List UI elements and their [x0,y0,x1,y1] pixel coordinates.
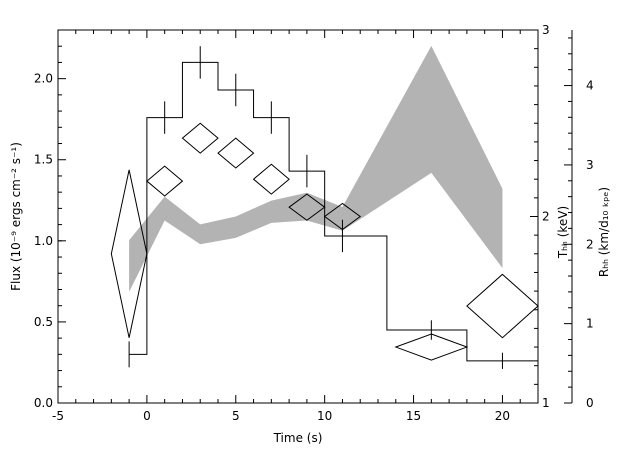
y-tick-label: 0.5 [34,315,53,329]
y-tick-label: 1.5 [34,153,53,167]
temperature-axis: 1 2 3 [530,23,550,410]
temperature-diamond [323,202,362,231]
temperature-diamond-layer [110,122,539,361]
temperature-diamond [252,163,290,195]
temperature-tick-label: 1 [542,396,550,410]
radius-axis: 0 1 2 3 4 [564,30,594,410]
x-tick-label: 10 [317,409,332,423]
y-axis-label: Flux (10⁻⁹ ergs cm⁻² s⁻¹) [9,142,23,291]
temperature-diamond [466,273,539,339]
temperature-diamond [181,122,219,154]
y-tick-label: 1.0 [34,234,53,248]
y-tick-label: 2.0 [34,72,53,86]
x-axis-ticks: -5 0 5 10 15 20 [52,30,539,423]
radius-band [129,45,503,292]
temperature-diamond [394,333,469,361]
temperature-diamond [146,165,184,197]
radius-tick-label: 0 [586,396,594,410]
x-tick-label: 15 [406,409,421,423]
temperature-diamond [217,137,255,169]
radius-tick-label: 2 [586,237,594,251]
radius-tick-label: 1 [586,317,594,331]
x-tick-label: 0 [143,409,151,423]
radius-band-layer [129,45,503,292]
temperature-tick-label: 3 [542,23,550,37]
temperature-tick-label: 2 [542,210,550,224]
radius-axis-label: Rₕₕ (km/d₁₀ ₖₚₑ) [597,187,611,277]
temperature-diamond [288,193,326,221]
y-tick-label: 0.0 [34,396,53,410]
x-tick-label: 5 [232,409,240,423]
radius-tick-label: 3 [586,158,594,172]
x-axis-label: Time (s) [273,431,323,445]
temperature-diamond [110,169,148,338]
flux-errorbar-layer [128,46,503,369]
temperature-axis-label: Tₕₕ (keV) [556,206,570,259]
x-tick-label: -5 [52,409,64,423]
y-axis-ticks: 0.0 0.5 1.0 1.5 2.0 [34,45,66,410]
x-tick-label: 20 [495,409,510,423]
radius-tick-label: 4 [586,79,594,93]
